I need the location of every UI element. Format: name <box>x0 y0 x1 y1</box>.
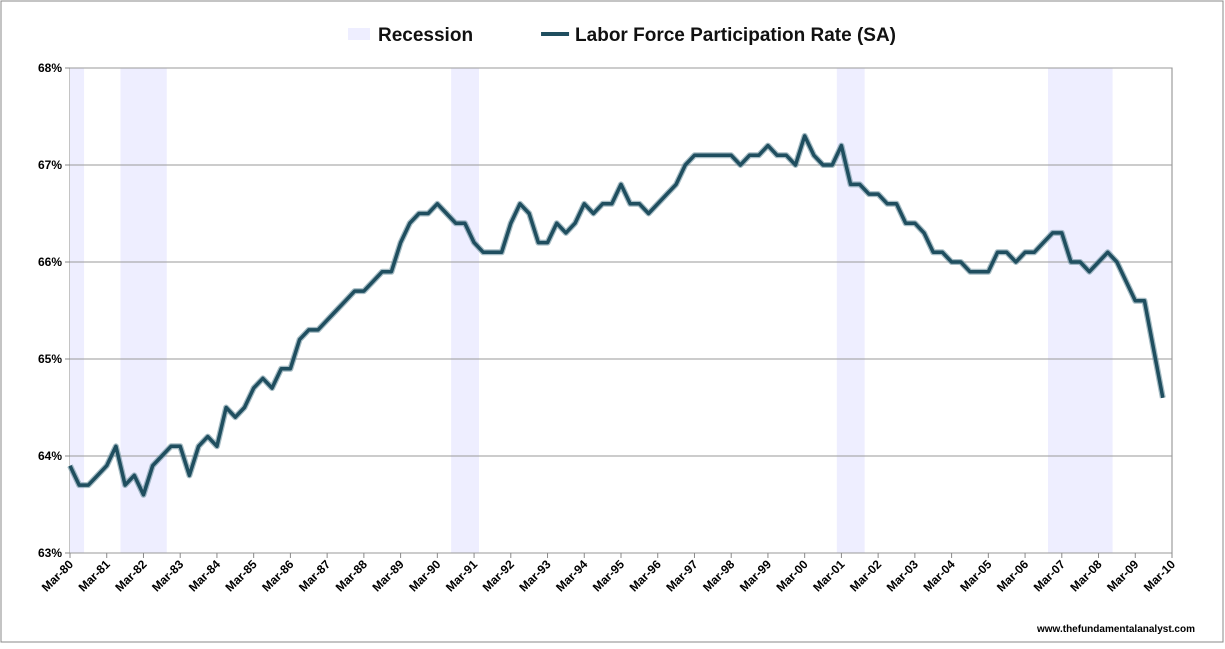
y-tick-label: 68% <box>38 61 62 75</box>
y-tick-label: 65% <box>38 352 62 366</box>
recession-bar <box>157 68 167 553</box>
legend-swatch <box>348 28 370 40</box>
recession-bar <box>1066 68 1076 553</box>
recession-bar <box>469 68 479 553</box>
recession-bar <box>70 68 75 553</box>
recession-bar <box>1057 68 1067 553</box>
y-tick-label: 67% <box>38 158 62 172</box>
recession-bar <box>451 68 461 553</box>
recession-bar <box>855 68 865 553</box>
recession-bar <box>138 68 149 553</box>
recession-bar <box>836 68 847 553</box>
recession-bar <box>148 68 158 553</box>
recession-bar <box>74 68 85 553</box>
recession-bar <box>129 68 140 553</box>
recession-bar <box>1048 68 1058 553</box>
recession-bar <box>460 68 470 553</box>
recession-bar <box>1075 68 1086 553</box>
recession-bar <box>1103 68 1113 553</box>
y-tick-label: 64% <box>38 449 62 463</box>
recession-bar <box>1093 68 1104 553</box>
legend-label: Labor Force Participation Rate (SA) <box>575 25 896 46</box>
recession-bar <box>1084 68 1095 553</box>
y-tick-label: 63% <box>38 546 62 560</box>
recession-bar <box>845 68 856 553</box>
recession-bar <box>120 68 130 553</box>
source: www.thefundamentalanalyst.com <box>1036 624 1195 635</box>
legend-label: Recession <box>378 25 473 46</box>
line <box>68 134 1165 497</box>
y-tick-label: 66% <box>38 255 62 269</box>
plot-area <box>69 67 1173 554</box>
